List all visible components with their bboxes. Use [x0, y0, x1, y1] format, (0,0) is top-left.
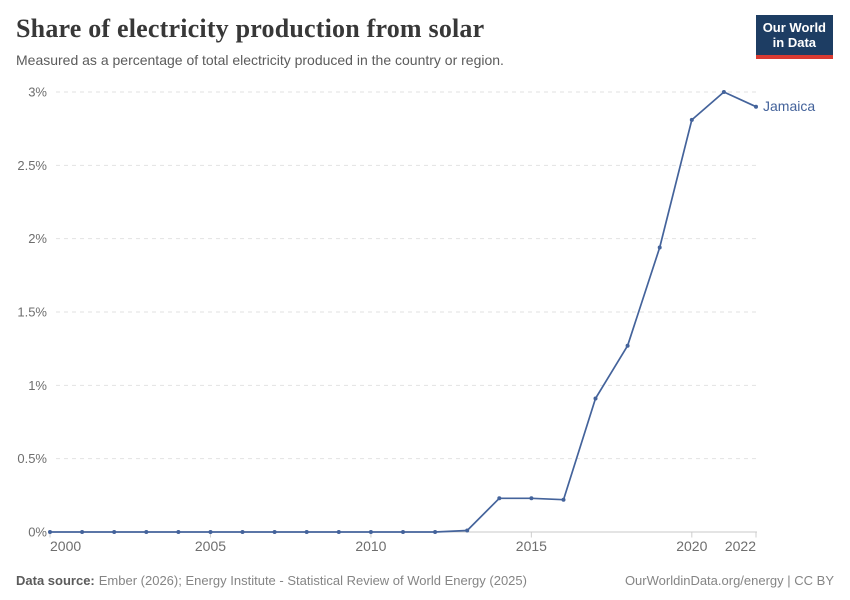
series-label-jamaica[interactable]: Jamaica — [763, 98, 815, 114]
data-point[interactable] — [368, 530, 373, 534]
data-point[interactable] — [529, 496, 534, 501]
page-title: Share of electricity production from sol… — [16, 14, 485, 43]
data-point[interactable] — [336, 530, 341, 534]
owid-logo[interactable]: Our World in Data — [755, 15, 833, 59]
x-tick-label: 2000 — [50, 538, 81, 554]
x-tick-label: 2022 — [725, 538, 756, 554]
data-point[interactable] — [754, 104, 758, 109]
data-point[interactable] — [625, 343, 630, 348]
owid-logo-line1: Our World — [762, 20, 826, 35]
data-point[interactable] — [689, 117, 694, 122]
y-tick-label: 0.5% — [17, 451, 47, 466]
owid-logo-line2: in Data — [772, 35, 817, 51]
data-point[interactable] — [240, 530, 245, 534]
x-tick-label: 2010 — [355, 538, 386, 554]
attribution-link[interactable]: OurWorldinData.org/energy | CC BY — [624, 573, 834, 588]
data-point[interactable] — [657, 245, 662, 250]
y-tick-label: 0% — [28, 525, 47, 540]
x-tick-label: 2015 — [516, 538, 547, 554]
data-point[interactable] — [48, 530, 52, 534]
data-point[interactable] — [593, 396, 598, 401]
data-source-text: Ember (2026); Energy Institute - Statist… — [98, 573, 527, 588]
data-point[interactable] — [272, 530, 277, 534]
data-point[interactable] — [465, 528, 470, 533]
y-tick-label: 2.5% — [17, 158, 47, 173]
data-point[interactable] — [304, 530, 309, 534]
data-point[interactable] — [80, 530, 85, 534]
data-point[interactable] — [112, 530, 117, 534]
data-point[interactable] — [208, 530, 213, 534]
y-tick-label: 2% — [28, 231, 47, 246]
x-tick-label: 2005 — [195, 538, 226, 554]
chart-subtitle: Measured as a percentage of total electr… — [16, 52, 504, 68]
y-tick-label: 1% — [28, 378, 47, 393]
data-source-label: Data source: — [16, 573, 95, 588]
y-tick-label: 3% — [28, 85, 47, 100]
data-point[interactable] — [497, 496, 502, 501]
data-point[interactable] — [144, 530, 149, 534]
data-point[interactable] — [176, 530, 181, 534]
x-tick-label: 2020 — [676, 538, 707, 554]
data-point[interactable] — [401, 530, 405, 534]
data-point[interactable] — [433, 530, 438, 534]
data-point[interactable] — [561, 497, 566, 502]
y-tick-label: 1.5% — [17, 305, 47, 320]
data-source-note: Data source: Ember (2026); Energy Institu… — [16, 573, 527, 588]
chart-footer: Data source: Ember (2026); Energy Institu… — [16, 573, 834, 588]
data-point[interactable] — [721, 90, 726, 94]
